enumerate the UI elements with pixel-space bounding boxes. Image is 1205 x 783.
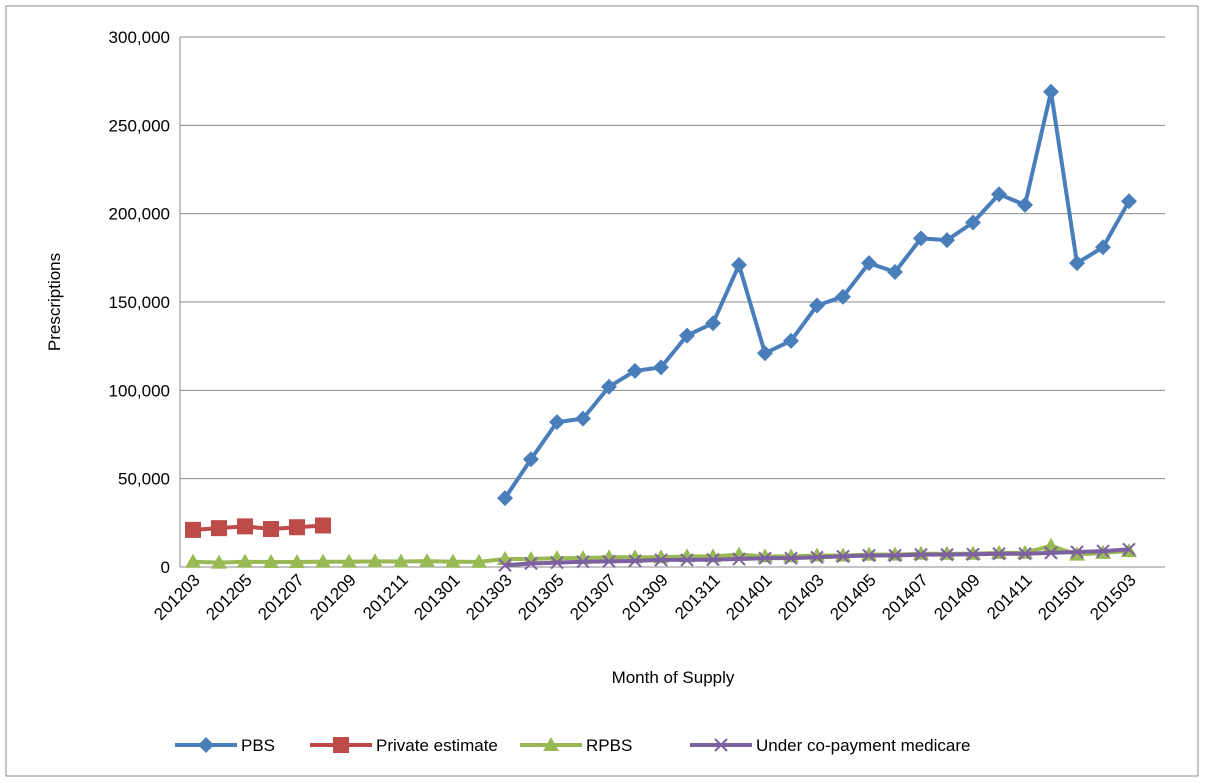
- chart-border: [5, 5, 1199, 777]
- data-point: [237, 553, 253, 568]
- data-point: [549, 414, 565, 431]
- data-point: [550, 555, 564, 570]
- data-point: [1017, 196, 1033, 213]
- data-point: [289, 554, 305, 569]
- data-point: [888, 548, 902, 563]
- legend-label: PBS: [241, 736, 275, 755]
- legend-label: Under co-payment medicare: [756, 736, 970, 755]
- y-axis-label: Prescriptions: [45, 253, 64, 351]
- y-tick-label: 50,000: [118, 470, 170, 489]
- data-point: [965, 214, 981, 231]
- data-point: [263, 554, 279, 569]
- data-point: [315, 517, 331, 534]
- data-point: [237, 518, 253, 535]
- data-point: [185, 553, 201, 568]
- data-point: [185, 521, 201, 538]
- data-point: [315, 553, 331, 568]
- data-point: [835, 288, 851, 305]
- data-point: [1121, 193, 1137, 210]
- data-point: [679, 327, 695, 344]
- data-point: [758, 551, 772, 565]
- data-point: [940, 547, 954, 562]
- data-point: [523, 451, 539, 468]
- data-point: [913, 230, 929, 247]
- data-point: [1095, 239, 1111, 256]
- data-point: [731, 256, 747, 273]
- x-axis-label: Month of Supply: [612, 668, 735, 687]
- data-point: [991, 186, 1007, 203]
- y-tick-label: 300,000: [109, 28, 170, 47]
- data-point: [783, 332, 799, 349]
- data-point: [992, 547, 1006, 561]
- data-point: [1070, 545, 1084, 559]
- data-point: [706, 552, 720, 567]
- data-point: [862, 548, 876, 563]
- data-point: [289, 519, 305, 536]
- data-point: [445, 553, 461, 568]
- y-tick-label: 150,000: [109, 293, 170, 312]
- data-point: [498, 558, 512, 572]
- data-point: [653, 359, 669, 376]
- data-point: [575, 410, 591, 427]
- data-point: [263, 521, 279, 538]
- data-point: [966, 547, 980, 561]
- data-point: [809, 297, 825, 314]
- data-point: [1044, 546, 1058, 560]
- y-tick-label: 250,000: [109, 116, 170, 135]
- data-point: [1018, 547, 1032, 561]
- data-point: [757, 345, 773, 362]
- data-point: [784, 551, 798, 565]
- legend-marker: [333, 737, 349, 753]
- data-point: [914, 547, 928, 562]
- data-point: [211, 520, 227, 537]
- data-point: [887, 263, 903, 280]
- data-point: [861, 255, 877, 272]
- legend-marker: [543, 737, 559, 751]
- data-point: [341, 553, 357, 568]
- data-point: [810, 550, 824, 564]
- data-point: [1043, 83, 1059, 100]
- y-tick-label: 200,000: [109, 205, 170, 224]
- data-point: [1096, 544, 1110, 558]
- data-point: [705, 315, 721, 332]
- data-point: [836, 549, 850, 564]
- data-point: [576, 554, 590, 569]
- legend-marker: [714, 738, 728, 752]
- data-point: [524, 556, 538, 571]
- legend-label: Private estimate: [376, 736, 498, 755]
- data-point: [1069, 255, 1085, 272]
- legend-label: RPBS: [586, 736, 632, 755]
- data-point: [627, 362, 643, 379]
- data-point: [602, 554, 616, 569]
- y-tick-label: 100,000: [109, 381, 170, 400]
- data-point: [601, 378, 617, 395]
- data-point: [628, 554, 642, 568]
- legend-marker: [198, 737, 214, 753]
- data-point: [680, 553, 694, 567]
- data-point: [654, 553, 668, 567]
- data-point: [732, 552, 746, 566]
- data-point: [393, 553, 409, 568]
- data-point: [419, 553, 435, 568]
- data-point: [367, 553, 383, 568]
- data-point: [211, 554, 227, 569]
- data-point: [471, 553, 487, 568]
- data-point: [939, 232, 955, 249]
- data-point: [1122, 542, 1136, 557]
- y-tick-label: 0: [161, 558, 170, 577]
- data-point: [497, 490, 513, 507]
